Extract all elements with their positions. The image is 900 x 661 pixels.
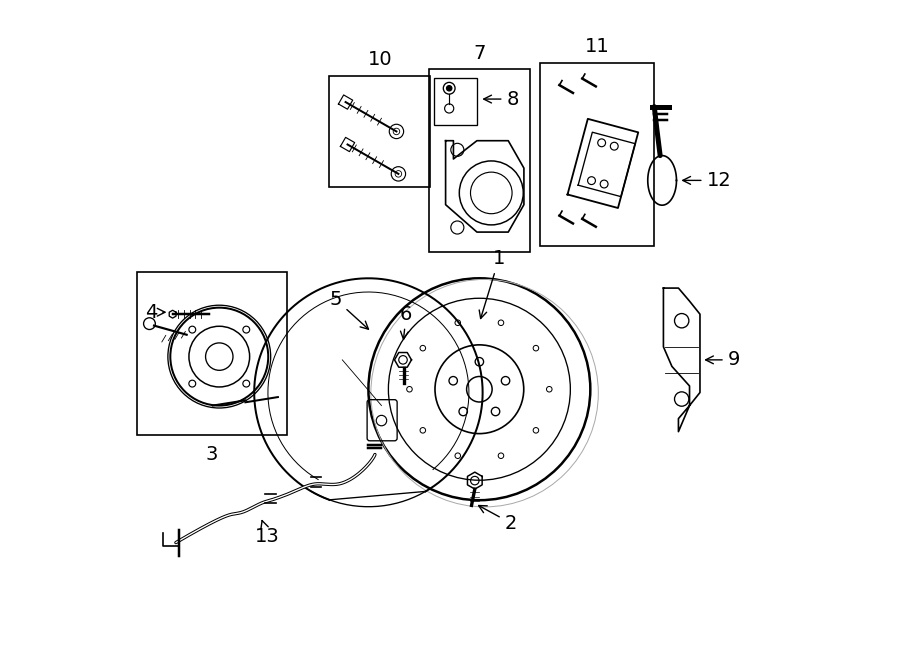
Text: 5: 5	[329, 290, 368, 329]
Bar	[137, 272, 287, 435]
Circle shape	[446, 86, 452, 91]
Text: 3: 3	[205, 445, 218, 464]
Text: 9: 9	[706, 350, 740, 369]
Text: 11: 11	[585, 37, 609, 56]
Bar	[329, 76, 430, 187]
Text: 7: 7	[473, 44, 486, 63]
Text: 1: 1	[479, 249, 505, 319]
Text: 6: 6	[400, 305, 412, 339]
Text: 8: 8	[483, 89, 518, 108]
Text: 4: 4	[145, 303, 165, 322]
Text: 2: 2	[479, 506, 517, 533]
Text: 12: 12	[683, 171, 732, 190]
Bar	[435, 78, 477, 125]
Bar	[429, 69, 530, 253]
Text: 13: 13	[255, 520, 280, 545]
Bar	[540, 63, 654, 246]
Text: 10: 10	[367, 50, 392, 69]
